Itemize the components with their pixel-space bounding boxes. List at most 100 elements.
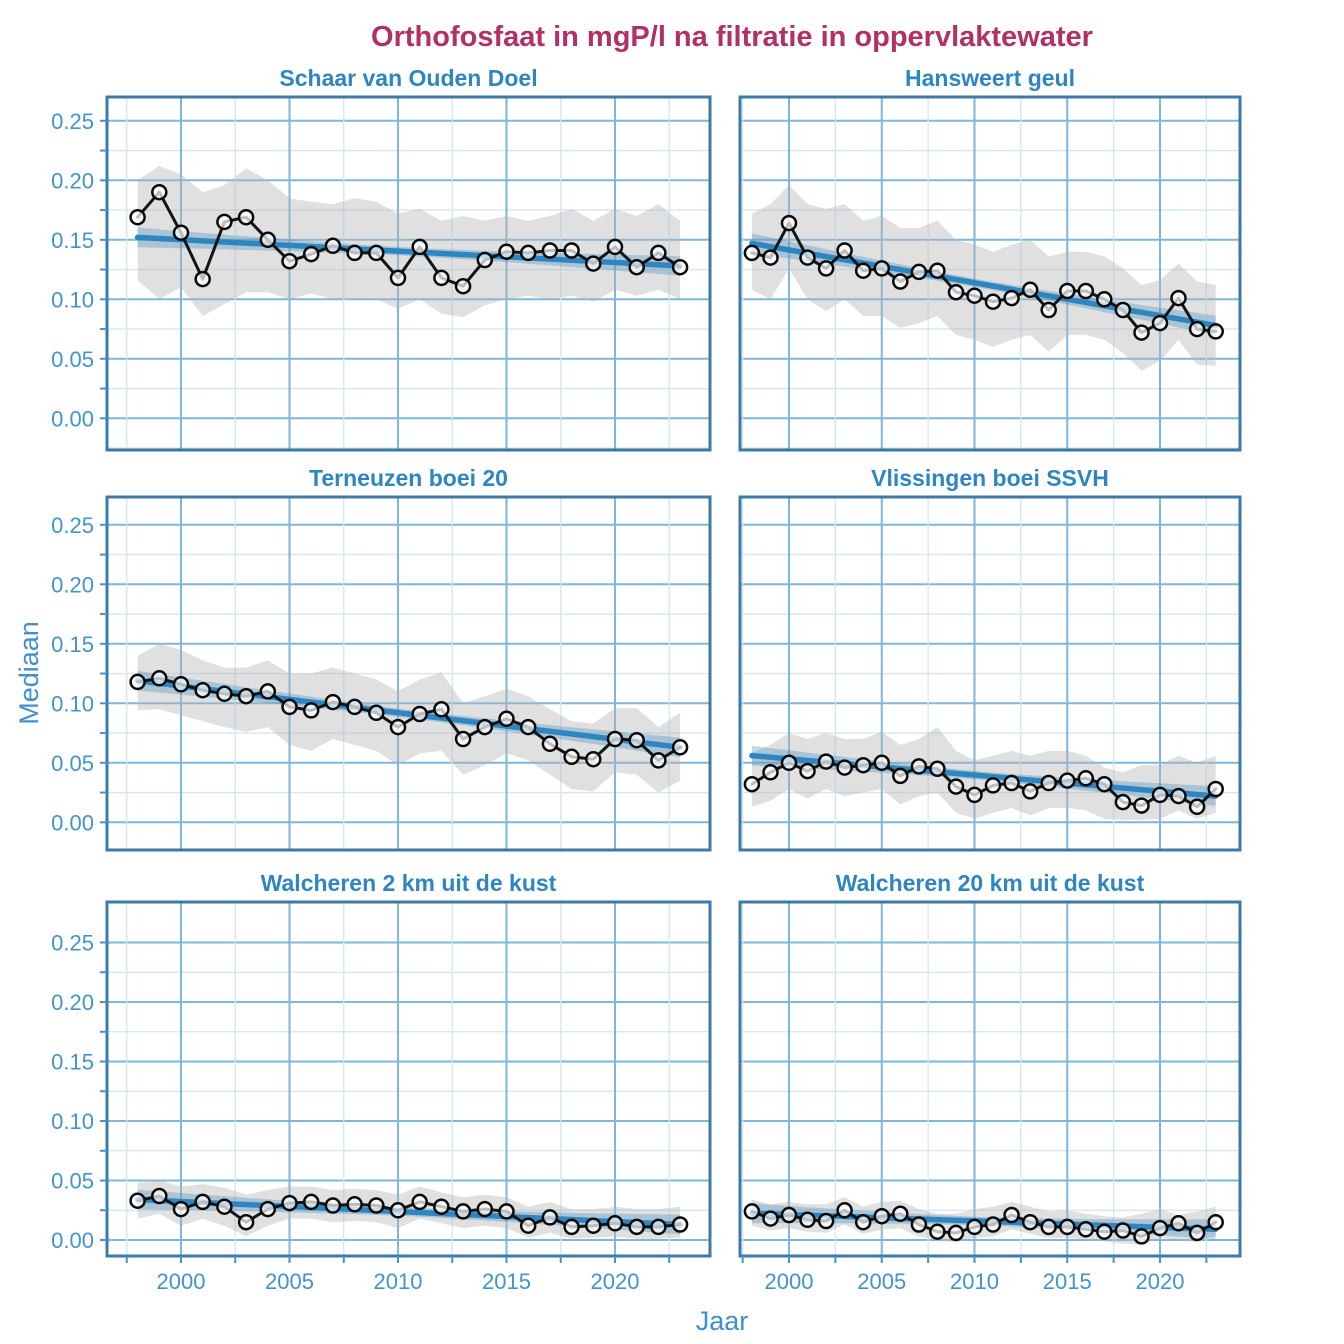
data-point	[799, 1211, 816, 1229]
y-tick-label: 0.25	[51, 931, 94, 956]
panel-title: Walcheren 20 km uit de kust	[836, 870, 1145, 896]
data-point	[780, 214, 798, 232]
data-point	[129, 208, 146, 226]
panel-title: Schaar van Ouden Doel	[279, 65, 537, 91]
panel-plot-area	[107, 97, 710, 450]
x-tick-label: 2010	[374, 1269, 423, 1294]
data-point	[1077, 770, 1095, 787]
data-point	[1021, 281, 1039, 299]
x-tick-label: 2015	[482, 1269, 531, 1294]
data-point	[780, 754, 798, 772]
x-tick-label: 2015	[1043, 1269, 1092, 1294]
data-point	[910, 1216, 928, 1233]
trend-line	[749, 240, 1219, 329]
data-point	[1021, 783, 1039, 800]
data-point	[1151, 786, 1169, 804]
data-point	[281, 698, 298, 716]
data-point	[1114, 301, 1132, 319]
data-point	[519, 244, 537, 262]
gridlines	[107, 902, 710, 1256]
data-point	[237, 208, 255, 226]
data-point	[1188, 320, 1206, 338]
gridlines	[740, 97, 1240, 450]
data-point	[799, 762, 816, 780]
data-point	[1151, 1219, 1169, 1237]
x-tick-label: 2020	[591, 1269, 640, 1294]
panel-border	[105, 900, 712, 1258]
y-tick-label: 0.25	[51, 109, 94, 134]
data-point	[151, 1187, 168, 1205]
data-point	[259, 683, 277, 700]
data-point	[606, 238, 624, 256]
data-point	[194, 1193, 211, 1211]
data-point	[454, 730, 472, 748]
gridlines	[107, 497, 710, 850]
data-point	[929, 262, 946, 279]
data-point	[1114, 793, 1132, 811]
data-point	[947, 778, 965, 795]
data-point	[984, 293, 1002, 310]
data-point	[743, 244, 761, 262]
data-point	[873, 754, 891, 772]
data-point	[563, 1218, 580, 1236]
data-point	[1133, 324, 1150, 341]
data-point	[259, 1200, 277, 1218]
panel-plot-area	[107, 902, 710, 1256]
data-point	[1003, 1206, 1020, 1224]
data-point	[498, 243, 515, 260]
data-point	[966, 1218, 983, 1236]
panel-plot-area	[107, 497, 710, 850]
data-point	[817, 260, 835, 277]
data-point	[194, 270, 211, 288]
data-point	[892, 767, 909, 785]
data-point	[454, 277, 472, 295]
data-point	[281, 1194, 298, 1212]
y-tick-label: 0.00	[51, 1228, 94, 1253]
panel-3: Terneuzen boei 20 0.00 0.05 0.10 0.15 0.20 0.2…	[51, 465, 712, 852]
data-point	[563, 748, 580, 766]
y-tick-label: 0.00	[51, 810, 94, 835]
y-tick-label: 0.05	[51, 347, 94, 372]
panel-5: Walcheren 2 km uit de kust 0.00 0.05 0.10 0.…	[51, 870, 712, 1294]
data-point	[628, 731, 645, 749]
data-point	[368, 244, 385, 262]
panel-1: Schaar van Ouden Doel 0.00 0.05 0.10 0.15 0.2…	[51, 65, 712, 452]
y-tick-label: 0.00	[51, 406, 94, 431]
x-axis-title: Jaar	[696, 1306, 749, 1336]
data-point	[966, 786, 983, 804]
gridlines	[740, 497, 1240, 850]
data-point	[671, 739, 689, 756]
data-point	[606, 730, 624, 748]
data-point	[172, 676, 190, 693]
data-point	[929, 760, 946, 778]
data-point	[650, 244, 667, 262]
data-point	[1096, 1223, 1113, 1240]
data-point	[216, 213, 233, 231]
data-point	[1096, 291, 1113, 308]
data-point	[281, 252, 298, 270]
data-point	[389, 1202, 407, 1219]
panel-border	[738, 900, 1242, 1258]
y-tick-label: 0.20	[51, 168, 94, 193]
data-point	[541, 242, 559, 259]
data-point	[650, 1218, 667, 1236]
data-point	[606, 1215, 624, 1232]
data-point	[910, 263, 928, 281]
data-point	[237, 687, 255, 705]
data-point	[743, 1203, 761, 1220]
data-point	[966, 287, 983, 304]
data-point	[302, 245, 320, 263]
data-point	[892, 273, 909, 290]
data-point	[1170, 289, 1187, 307]
data-point	[541, 735, 559, 753]
data-point	[476, 251, 494, 269]
data-point	[1207, 323, 1224, 340]
data-point	[411, 1193, 428, 1211]
data-point	[1059, 772, 1076, 789]
data-point	[1151, 314, 1169, 332]
data-point	[817, 1212, 835, 1230]
data-point	[1114, 1222, 1132, 1239]
data-point	[411, 238, 428, 256]
